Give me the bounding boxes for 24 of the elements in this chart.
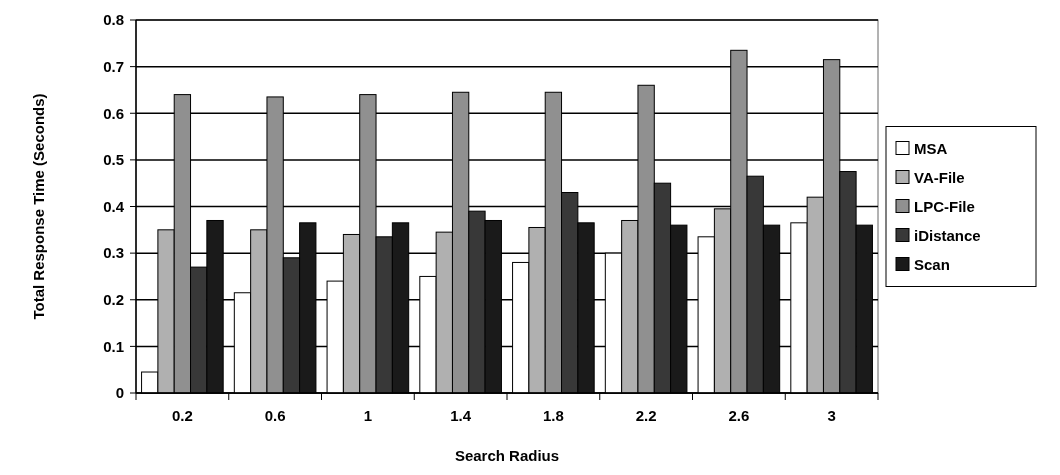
x-tick-label: 0.2 (171, 407, 193, 424)
y-tick-label: 0.1 (103, 337, 124, 355)
y-tick-label: 0.3 (103, 244, 124, 262)
x-tick-label: 2.6 (728, 407, 750, 424)
y-tick-label: 0.5 (103, 151, 124, 169)
legend-label: LPC-File (914, 197, 975, 215)
y-tick-label: 0.8 (103, 11, 124, 29)
x-tick-label: 1 (363, 407, 373, 424)
y-tick-label: 0 (115, 384, 124, 402)
y-tick-label: 0.2 (103, 291, 124, 308)
y-tick-label: 0.6 (103, 104, 124, 122)
x-tick-label: 1.8 (542, 407, 564, 424)
x-tick-label: 2.2 (635, 407, 657, 424)
y-axis-title: Total Response Time (Seconds) (30, 93, 47, 320)
x-tick-label: 0.6 (264, 407, 286, 424)
legend-label: Scan (914, 255, 950, 273)
legend-label: iDistance (914, 226, 981, 244)
legend-label: MSA (914, 139, 948, 157)
y-tick-label: 0.4 (103, 197, 125, 215)
y-tick-label: 0.7 (103, 57, 124, 75)
x-tick-label: 3 (827, 407, 836, 424)
x-tick-label: 1.4 (450, 407, 472, 424)
legend-label: VA-File (914, 168, 965, 186)
x-axis-title: Search Radius (454, 447, 560, 464)
